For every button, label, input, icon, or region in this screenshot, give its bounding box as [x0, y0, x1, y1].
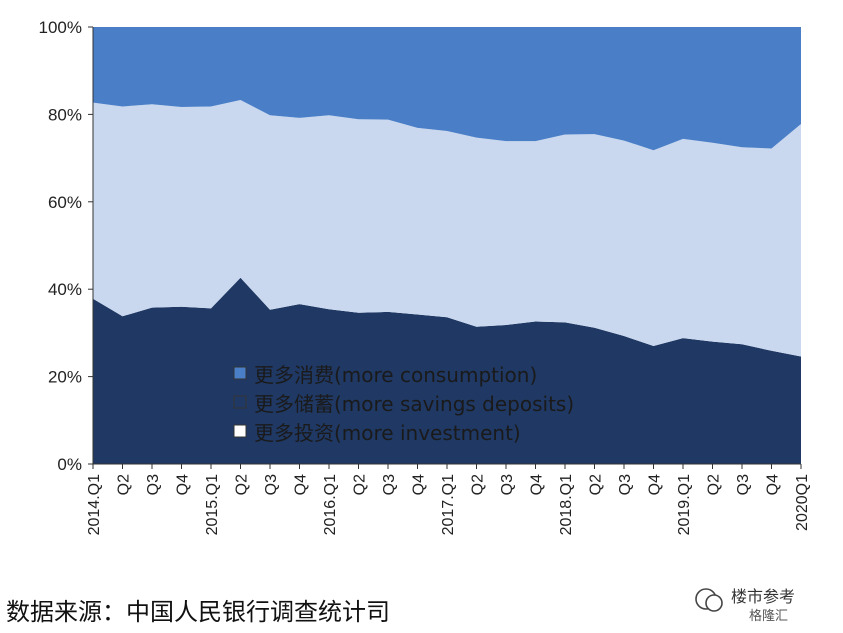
x-tick-label: Q2	[588, 474, 605, 495]
x-tick-label: Q3	[499, 474, 516, 495]
x-tick-label: Q3	[617, 474, 634, 495]
series-area-1	[93, 100, 801, 357]
watermark: 楼市参考 格隆汇	[693, 583, 833, 627]
x-tick-label: Q2	[470, 474, 487, 495]
watermark-name: 楼市参考	[731, 587, 796, 606]
x-tick-label: Q3	[145, 474, 162, 495]
x-tick-label: Q4	[765, 474, 782, 495]
y-tick-label: 20%	[48, 368, 82, 387]
x-tick-label: Q3	[735, 474, 752, 495]
y-tick-label: 0%	[57, 455, 82, 474]
wechat-icon	[695, 588, 723, 612]
x-tick-label: 2018.Q1	[558, 474, 575, 535]
x-tick-label: Q3	[381, 474, 398, 495]
legend-label: 更多储蓄(more savings deposits)	[254, 392, 574, 416]
y-tick-label: 80%	[48, 105, 82, 124]
x-tick-label: Q2	[234, 474, 251, 495]
x-tick-label: Q4	[411, 474, 428, 495]
x-tick-label: Q4	[293, 474, 310, 495]
x-tick-label: 2020Q1	[794, 474, 811, 531]
x-tick-label: Q2	[706, 474, 723, 495]
x-tick-label: Q4	[529, 474, 546, 495]
x-tick-label: 2016.Q1	[322, 474, 339, 535]
x-tick-label: Q3	[263, 474, 280, 495]
y-tick-label: 40%	[48, 280, 82, 299]
legend-marker	[233, 395, 247, 409]
x-tick-label: 2014.Q1	[86, 474, 103, 535]
x-tick-label: 2019.Q1	[676, 474, 693, 535]
x-tick-label: Q4	[647, 474, 664, 495]
series-area-0	[93, 277, 801, 464]
series-area-2	[93, 27, 801, 151]
legend-label: 更多消费(more consumption)	[254, 363, 537, 387]
legend-marker	[233, 366, 247, 380]
y-tick-label: 100%	[39, 18, 82, 37]
watermark-sub: 格隆汇	[749, 609, 789, 624]
x-tick-label: Q2	[116, 474, 133, 495]
legend-marker	[233, 424, 247, 438]
x-tick-label: Q4	[175, 474, 192, 495]
x-tick-label: 2015.Q1	[204, 474, 221, 535]
source-note: 数据来源：中国人民银行调查统计司	[6, 598, 390, 626]
x-tick-label: Q2	[352, 474, 369, 495]
x-tick-label: 2017.Q1	[440, 474, 457, 535]
y-tick-label: 60%	[48, 193, 82, 212]
legend-label: 更多投资(more investment)	[254, 421, 521, 445]
